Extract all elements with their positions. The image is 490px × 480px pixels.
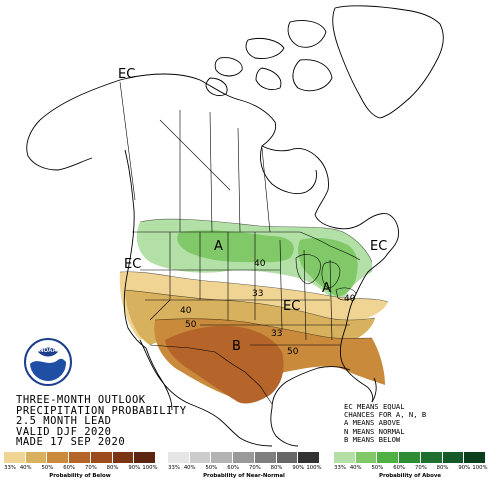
legend-swatch bbox=[134, 452, 156, 463]
legend-swatch bbox=[377, 452, 400, 463]
region-label-a-lakes: A bbox=[322, 281, 331, 296]
legend-swatch bbox=[211, 452, 234, 463]
noaa-logo-icon: NOAA bbox=[24, 338, 72, 386]
legend-swatch bbox=[112, 452, 135, 463]
contour-label: 40 bbox=[344, 294, 356, 304]
legend-swatch bbox=[399, 452, 421, 463]
legend-ticks: 33% 40% 50% 60% 70% 80% 90% 100% bbox=[4, 465, 158, 473]
region-label-ec-south: EC bbox=[283, 299, 300, 314]
contour-label: 33 bbox=[271, 329, 282, 339]
legend-swatches bbox=[168, 452, 320, 463]
legend-tick-label: 33% bbox=[4, 465, 16, 471]
legend-swatch bbox=[276, 452, 299, 463]
title-line-4: VALID DJF 2020 bbox=[16, 425, 112, 438]
legend-tick-label: 50% bbox=[41, 465, 54, 471]
region-label-ec-west: EC bbox=[124, 257, 141, 272]
above-40-lakes-region bbox=[298, 237, 358, 297]
legend-swatch bbox=[442, 452, 465, 463]
legend-swatch bbox=[69, 452, 91, 463]
legend-swatch bbox=[25, 452, 48, 463]
region-label-b-south: B bbox=[232, 339, 241, 354]
legend-tick-label: 100% bbox=[306, 465, 322, 471]
legend-below: 33% 40% 50% 60% 70% 80% 90% 100% Probability of … bbox=[4, 452, 158, 480]
legend-swatch bbox=[334, 452, 356, 463]
legend-tick-label: 60% bbox=[393, 465, 406, 471]
legend-swatch bbox=[464, 452, 486, 463]
legend-tick-label: 70% bbox=[414, 465, 427, 471]
legend-swatch bbox=[254, 452, 277, 463]
legend-title: Probability of Below bbox=[49, 473, 111, 479]
legend-tick-label: 80% bbox=[270, 465, 283, 471]
legend-tick-label: 90% bbox=[292, 465, 305, 471]
legend-swatch bbox=[420, 452, 443, 463]
region-label-ec-north: EC bbox=[118, 67, 135, 82]
political-boundaries bbox=[119, 81, 361, 405]
legend-tick-label: 90% bbox=[128, 465, 141, 471]
legend-tick-label: 50% bbox=[205, 465, 218, 471]
legend-tick-label: 70% bbox=[248, 465, 261, 471]
legend-tick-label: 40% bbox=[19, 465, 32, 471]
contour-label: 40 bbox=[180, 306, 192, 316]
noaa-logo-text: NOAA bbox=[39, 348, 57, 354]
key-line-5: B MEANS BELOW bbox=[344, 434, 401, 444]
legend-above: 33% 40% 50% 60% 70% 80% 90% 100% Probability of … bbox=[334, 452, 488, 480]
legend-tick-label: 70% bbox=[84, 465, 97, 471]
above-40-region bbox=[177, 230, 294, 263]
region-label-ec-east: EC bbox=[370, 239, 387, 254]
legend-swatch bbox=[168, 452, 190, 463]
contour-label: 40 bbox=[254, 259, 266, 269]
title-line-3: 2.5 MONTH LEAD bbox=[16, 415, 112, 427]
contour-label: 33 bbox=[252, 289, 263, 299]
key-line-3: A MEANS ABOVE bbox=[344, 418, 401, 428]
legend-tick-label: 100% bbox=[142, 465, 158, 471]
region-label-a-plains: A bbox=[214, 239, 223, 254]
key-line-2: CHANCES FOR A, N, B bbox=[344, 410, 427, 420]
legend-title: Probability of Near-Normal bbox=[203, 473, 285, 479]
outlook-title-block: THREE-MONTH OUTLOOK PRECIPITATION PROBAB… bbox=[16, 395, 187, 448]
legend-swatches bbox=[334, 452, 486, 463]
legend-near-normal: 33% 40% 50% 60% 70% 80% 90% 100% Probability of … bbox=[168, 452, 322, 480]
below-60-region bbox=[165, 325, 284, 404]
key-line-1: EC MEANS EQUAL bbox=[344, 402, 405, 411]
legend-ticks: 33% 40% 50% 60% 70% 80% 90% 100% bbox=[168, 465, 322, 473]
legend-tick-label: 60% bbox=[63, 465, 76, 471]
legend-tick-label: 50% bbox=[371, 465, 384, 471]
legend-tick-label: 33% bbox=[334, 465, 346, 471]
title-line-1: THREE-MONTH OUTLOOK bbox=[16, 394, 146, 406]
key-line-4: N MEANS NORMAL bbox=[344, 426, 405, 436]
probability-legend: 33% 40% 50% 60% 70% 80% 90% 100% Probability of … bbox=[0, 452, 490, 480]
coastlines bbox=[26, 5, 444, 447]
legend-swatch bbox=[90, 452, 113, 463]
abbreviation-key: EC MEANS EQUAL CHANCES FOR A, N, B A MEA… bbox=[344, 402, 427, 444]
legend-swatch bbox=[47, 452, 70, 463]
legend-tick-label: 80% bbox=[106, 465, 119, 471]
legend-swatch bbox=[4, 452, 26, 463]
legend-tick-label: 90% bbox=[458, 465, 471, 471]
legend-swatch bbox=[189, 452, 212, 463]
legend-tick-label: 40% bbox=[349, 465, 362, 471]
legend-swatches bbox=[4, 452, 156, 463]
probability-contours bbox=[119, 218, 389, 339]
legend-swatch bbox=[355, 452, 378, 463]
legend-swatch bbox=[298, 452, 320, 463]
legend-tick-label: 33% bbox=[168, 465, 180, 471]
legend-swatch bbox=[233, 452, 255, 463]
title-line-5: MADE 17 SEP 2020 bbox=[16, 436, 126, 448]
legend-tick-label: 40% bbox=[183, 465, 196, 471]
legend-ticks: 33% 40% 50% 60% 70% 80% 90% 100% bbox=[334, 465, 488, 473]
legend-tick-label: 60% bbox=[227, 465, 240, 471]
title-line-2: PRECIPITATION PROBABILITY bbox=[16, 404, 187, 417]
contour-label: 50 bbox=[287, 347, 299, 357]
legend-tick-label: 80% bbox=[436, 465, 449, 471]
legend-tick-label: 100% bbox=[472, 465, 488, 471]
contour-label: 50 bbox=[185, 320, 197, 330]
legend-title: Probability of Above bbox=[378, 473, 442, 479]
